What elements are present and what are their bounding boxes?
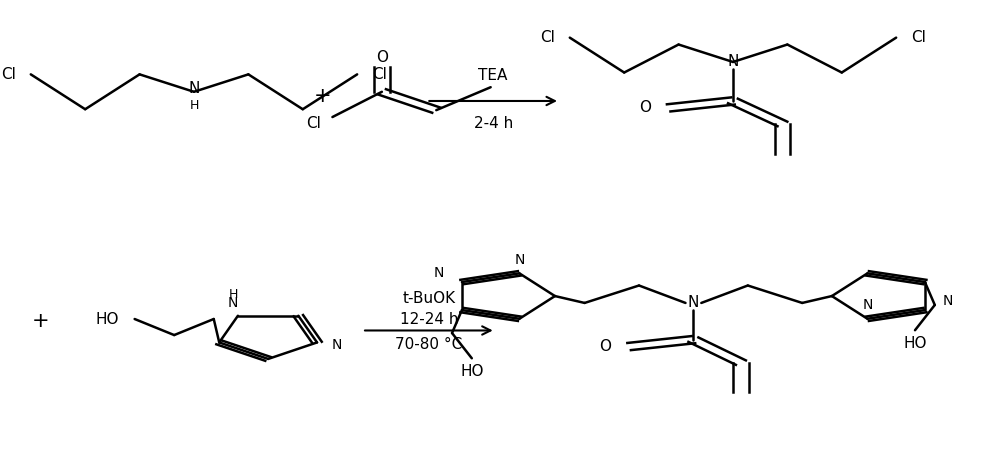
Text: t-BuOK: t-BuOK (402, 291, 455, 306)
Text: N: N (514, 252, 525, 267)
Text: N: N (727, 55, 739, 69)
Text: N: N (188, 81, 200, 95)
Text: N: N (332, 338, 342, 352)
Text: HO: HO (95, 312, 119, 326)
Text: 12-24 h: 12-24 h (400, 312, 458, 326)
Text: O: O (599, 339, 611, 354)
Text: HO: HO (460, 364, 484, 379)
Text: N: N (862, 298, 873, 312)
Text: H: H (189, 99, 199, 112)
Text: Cl: Cl (372, 67, 387, 82)
Text: +: + (32, 311, 49, 331)
Text: HO: HO (903, 336, 927, 351)
Text: TEA: TEA (478, 68, 508, 83)
Text: O: O (639, 101, 651, 115)
Text: Cl: Cl (911, 30, 926, 45)
Text: N: N (688, 296, 699, 310)
Text: N: N (228, 296, 238, 310)
Text: 2-4 h: 2-4 h (474, 117, 513, 131)
Text: N: N (943, 294, 953, 308)
Text: +: + (314, 86, 331, 106)
Text: N: N (434, 266, 444, 280)
Text: H: H (228, 288, 238, 301)
Text: O: O (376, 50, 388, 65)
Text: Cl: Cl (1, 67, 16, 82)
Text: 70-80 °C: 70-80 °C (395, 337, 462, 352)
Text: Cl: Cl (306, 117, 321, 131)
Text: Cl: Cl (540, 30, 555, 45)
